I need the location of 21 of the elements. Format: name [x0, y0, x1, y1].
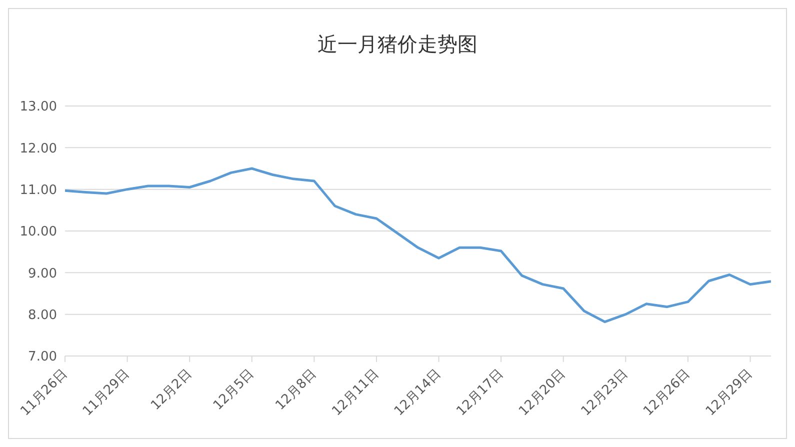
x-tick-label: 12月20日 [516, 366, 569, 420]
x-tick-label: 12月5日 [210, 366, 258, 414]
x-tick-label: 11月26日 [18, 366, 70, 420]
chart-title: 近一月猪价走势图 [316, 31, 478, 58]
line-series [65, 167, 771, 324]
x-tick-label: 12月23日 [578, 366, 631, 420]
x-tick-label: 12月26日 [640, 366, 694, 420]
y-tick-label: 11.00 [20, 182, 57, 198]
y-tick-label: 10.00 [20, 224, 57, 240]
y-tick-label: 9.00 [28, 266, 57, 282]
x-tick-label: 12月11日 [329, 366, 382, 420]
y-tick-label: 13.00 [20, 100, 57, 115]
x-tick-label: 12月17日 [454, 366, 506, 420]
x-tick-label: 11月29日 [80, 366, 133, 420]
x-tick-label: 12月2日 [148, 366, 195, 414]
y-tick-label: 7.00 [28, 350, 57, 365]
x-tick-label: 12月29日 [703, 366, 756, 420]
y-tick-label: 8.00 [28, 308, 57, 323]
y-tick-label: 12.00 [20, 141, 57, 156]
x-tick-label: 12月8日 [272, 366, 320, 414]
x-tick-label: 12月14日 [392, 366, 444, 420]
